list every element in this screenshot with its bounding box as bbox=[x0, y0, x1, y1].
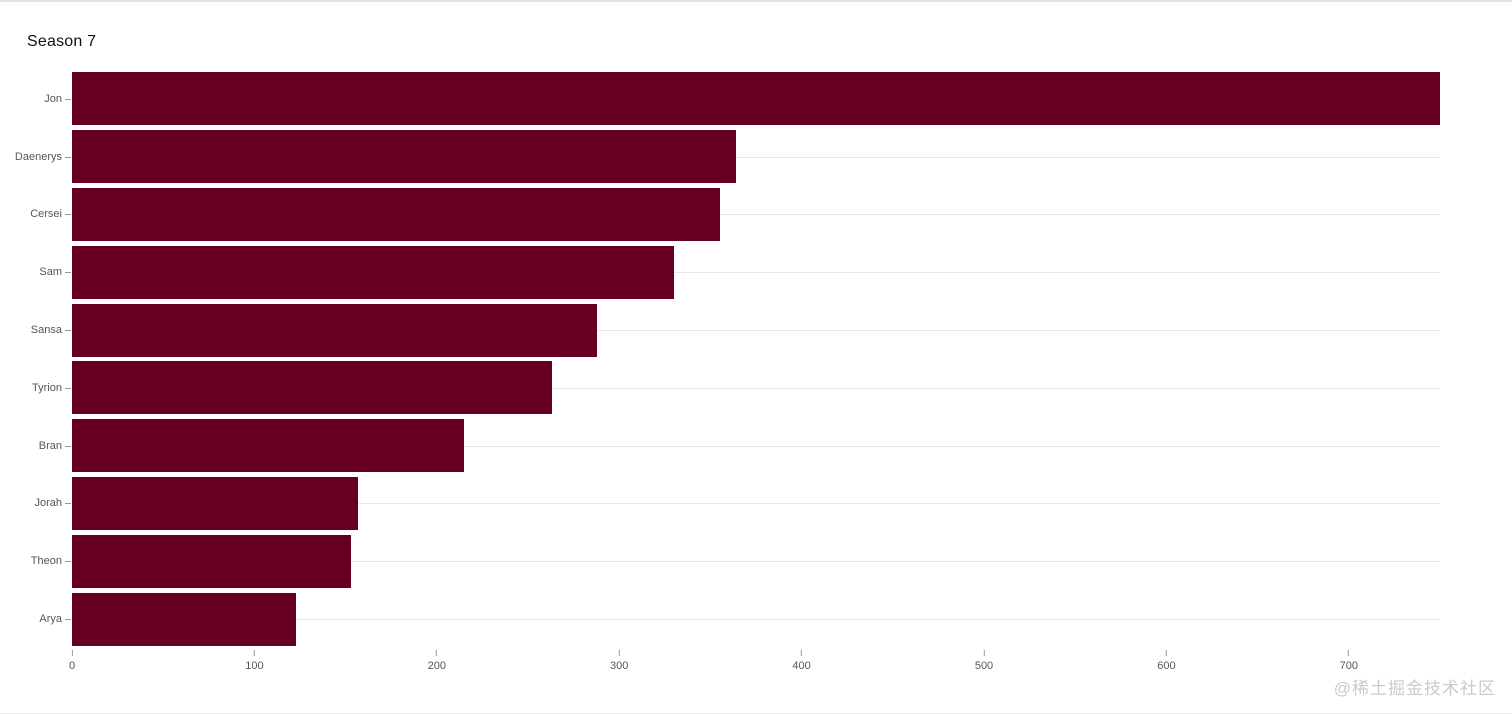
bar-row bbox=[72, 128, 1440, 186]
x-tick-mark bbox=[618, 650, 620, 656]
bar-row bbox=[72, 417, 1440, 475]
x-tick-mark bbox=[253, 650, 255, 656]
gridline bbox=[72, 387, 1440, 389]
x-tick-500: 500 bbox=[975, 648, 993, 672]
bar-jon[interactable] bbox=[72, 72, 1440, 126]
y-tick bbox=[65, 619, 71, 621]
x-tick-mark bbox=[801, 650, 803, 656]
x-tick-label: 100 bbox=[245, 660, 264, 672]
gridline bbox=[72, 445, 1440, 447]
bar-row bbox=[72, 590, 1440, 648]
y-label-arya: Arya bbox=[0, 590, 72, 648]
x-tick-400: 400 bbox=[792, 648, 811, 672]
bar-arya[interactable] bbox=[72, 592, 297, 646]
x-tick-200: 200 bbox=[428, 648, 446, 672]
y-label-sansa: Sansa bbox=[0, 301, 72, 359]
x-tick-label: 200 bbox=[427, 660, 446, 672]
y-axis: Jon Daenerys Cersei Sam Sansa Tyrion Bran Jorah… bbox=[0, 70, 72, 648]
bar-tyrion[interactable] bbox=[72, 361, 552, 415]
y-tick bbox=[65, 503, 71, 505]
y-label-text: Tyrion bbox=[32, 381, 62, 394]
x-tick-label: 500 bbox=[974, 660, 994, 672]
gridline bbox=[72, 619, 1440, 621]
x-tick-600: 600 bbox=[1157, 648, 1176, 672]
x-tick-mark bbox=[1165, 650, 1167, 656]
x-tick-label: 700 bbox=[1339, 660, 1358, 672]
gridline bbox=[72, 503, 1440, 505]
bar-row bbox=[72, 186, 1440, 244]
bar-sansa[interactable] bbox=[72, 303, 598, 357]
bar-jorah[interactable] bbox=[72, 476, 359, 530]
plot-area bbox=[72, 70, 1440, 648]
bar-row bbox=[72, 70, 1440, 128]
bar-row bbox=[72, 475, 1440, 533]
y-label-tyrion: Tyrion bbox=[0, 359, 72, 417]
x-tick-300: 300 bbox=[610, 648, 628, 672]
y-tick bbox=[65, 156, 71, 158]
bar-bran[interactable] bbox=[72, 419, 465, 473]
gridline bbox=[72, 272, 1440, 274]
x-tick-mark bbox=[436, 650, 438, 656]
gridline bbox=[72, 330, 1440, 332]
bar-row bbox=[72, 243, 1440, 301]
y-label-jorah: Jorah bbox=[0, 475, 72, 533]
bar-daenerys[interactable] bbox=[72, 130, 736, 184]
x-tick-label: 600 bbox=[1157, 660, 1176, 672]
y-label-theon: Theon bbox=[0, 532, 72, 590]
y-label-text: Cersei bbox=[30, 208, 62, 221]
y-label-text: Sam bbox=[39, 266, 62, 279]
y-label-daenerys: Daenerys bbox=[0, 128, 72, 186]
bar-theon[interactable] bbox=[72, 534, 352, 588]
bar-row bbox=[72, 359, 1440, 417]
y-label-text: Sansa bbox=[30, 324, 62, 337]
y-label-sam: Sam bbox=[0, 243, 72, 301]
y-label-jon: Jon bbox=[0, 70, 72, 128]
x-tick-0: 0 bbox=[69, 648, 75, 672]
x-tick-label: 0 bbox=[68, 660, 76, 672]
y-label-text: Daenerys bbox=[14, 150, 62, 163]
bar-sam[interactable] bbox=[72, 245, 674, 299]
x-tick-label: 400 bbox=[792, 660, 811, 672]
watermark: @稀土掘金技术社区 bbox=[1333, 679, 1496, 698]
y-label-text: Arya bbox=[39, 613, 62, 626]
gridline bbox=[72, 214, 1440, 216]
x-tick-700: 700 bbox=[1340, 648, 1358, 672]
y-tick bbox=[65, 387, 71, 389]
y-tick bbox=[65, 561, 71, 563]
x-tick-mark bbox=[983, 650, 985, 656]
y-tick bbox=[65, 445, 71, 447]
x-tick-label: 300 bbox=[610, 660, 629, 672]
y-tick bbox=[65, 98, 71, 100]
y-tick bbox=[65, 330, 71, 332]
y-label-text: Jon bbox=[44, 92, 62, 105]
gridline bbox=[72, 156, 1440, 158]
x-axis: 0 100 200 300 400 500 600 700 bbox=[69, 648, 1440, 678]
bar-row bbox=[72, 301, 1440, 359]
x-tick-100: 100 bbox=[245, 648, 264, 672]
y-label-cersei: Cersei bbox=[0, 186, 72, 244]
bar-row bbox=[72, 532, 1440, 590]
y-label-text: Theon bbox=[30, 555, 62, 568]
x-tick-mark bbox=[71, 650, 73, 656]
y-label-text: Bran bbox=[38, 439, 62, 452]
gridline bbox=[72, 561, 1440, 563]
y-label-bran: Bran bbox=[0, 417, 72, 475]
bar-cersei[interactable] bbox=[72, 187, 720, 241]
y-label-text: Jorah bbox=[34, 497, 62, 510]
y-tick bbox=[65, 214, 71, 216]
x-tick-mark bbox=[1348, 650, 1350, 656]
y-tick bbox=[65, 272, 71, 274]
chart-title: Season 7 bbox=[27, 33, 97, 50]
